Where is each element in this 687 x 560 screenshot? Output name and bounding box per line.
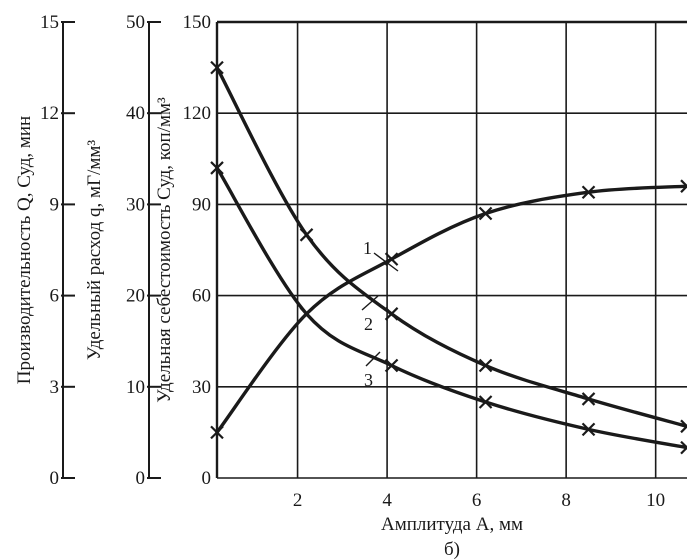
curve-1-label: 1 (363, 238, 372, 258)
curve-1-marker (210, 425, 224, 440)
axis-title-cost: Удельная себестоимость Суд, коп/мм³ (154, 97, 175, 403)
productivity-tick-label: 12 (40, 103, 59, 124)
x-tick-label: 2 (293, 490, 303, 511)
figure-caption: б) (444, 539, 460, 560)
consumption-tick-label: 20 (126, 286, 145, 307)
curve-3-marker (478, 395, 493, 409)
plot-frame (215, 20, 687, 479)
left-axis-ticks: 0 3 6 9 12 15 0 10 20 30 40 50 (40, 12, 161, 489)
curve-3-label: 3 (364, 370, 373, 390)
x-tick-label: 10 (646, 490, 665, 511)
curve-2-line (215, 65, 687, 429)
productivity-tick-label: 9 (50, 194, 60, 215)
x-axis-ticks: 2 4 6 8 10 (293, 490, 665, 511)
curve-2-marker (478, 358, 493, 373)
cost-tick-label: 90 (192, 194, 211, 215)
curve-3-marker (581, 422, 596, 437)
curve-3-marker (680, 440, 687, 455)
x-axis-title: Амплитуда А, мм (381, 514, 523, 535)
curve-1-marker (478, 206, 493, 221)
consumption-tick-label: 30 (126, 194, 145, 215)
cost-tick-label: 0 (202, 468, 212, 489)
productivity-tick-label: 6 (50, 286, 60, 307)
productivity-tick-label: 0 (50, 468, 60, 489)
curve-1-marker (581, 185, 596, 200)
curve-1-pointer (373, 252, 399, 272)
grid (217, 22, 687, 478)
curve-3-marker (299, 307, 314, 321)
curve-2-marker (299, 228, 314, 242)
cost-axis-ticks: 0 30 60 90 120 150 (183, 12, 212, 489)
consumption-tick-label: 10 (126, 377, 145, 398)
cost-tick-label: 150 (183, 12, 212, 33)
curve-3-marker (210, 161, 224, 175)
curve-2-pointer (361, 295, 379, 311)
curve-2-marker (210, 60, 224, 75)
x-tick-label: 4 (382, 490, 392, 511)
curve-3-pointer (365, 351, 381, 367)
curve-2-marker (581, 392, 596, 406)
cost-tick-label: 120 (183, 103, 212, 124)
curve-2-label: 2 (364, 314, 373, 334)
productivity-tick-label: 3 (50, 377, 60, 398)
axis-title-consumption: Удельный расход q, мГ/мм³ (84, 140, 105, 360)
x-tick-label: 8 (561, 490, 571, 511)
curve-3-line (215, 166, 687, 450)
axis-title-productivity: Производительность Q, Суд, мин (14, 116, 35, 384)
x-tick-label: 6 (472, 490, 482, 511)
cost-tick-label: 30 (192, 377, 211, 398)
productivity-tick-label: 15 (40, 12, 59, 33)
curve-3-marker (384, 358, 399, 373)
curve-1-line (215, 184, 687, 435)
curve-2-marker (384, 307, 399, 321)
curve-2-marker (680, 419, 687, 434)
curves (210, 60, 687, 455)
consumption-tick-label: 0 (136, 468, 146, 489)
curve-labels: 1 2 3 (361, 238, 399, 390)
curve-1-marker (680, 179, 687, 193)
consumption-tick-label: 40 (126, 103, 145, 124)
cost-tick-label: 60 (192, 286, 211, 307)
consumption-tick-label: 50 (126, 12, 145, 33)
